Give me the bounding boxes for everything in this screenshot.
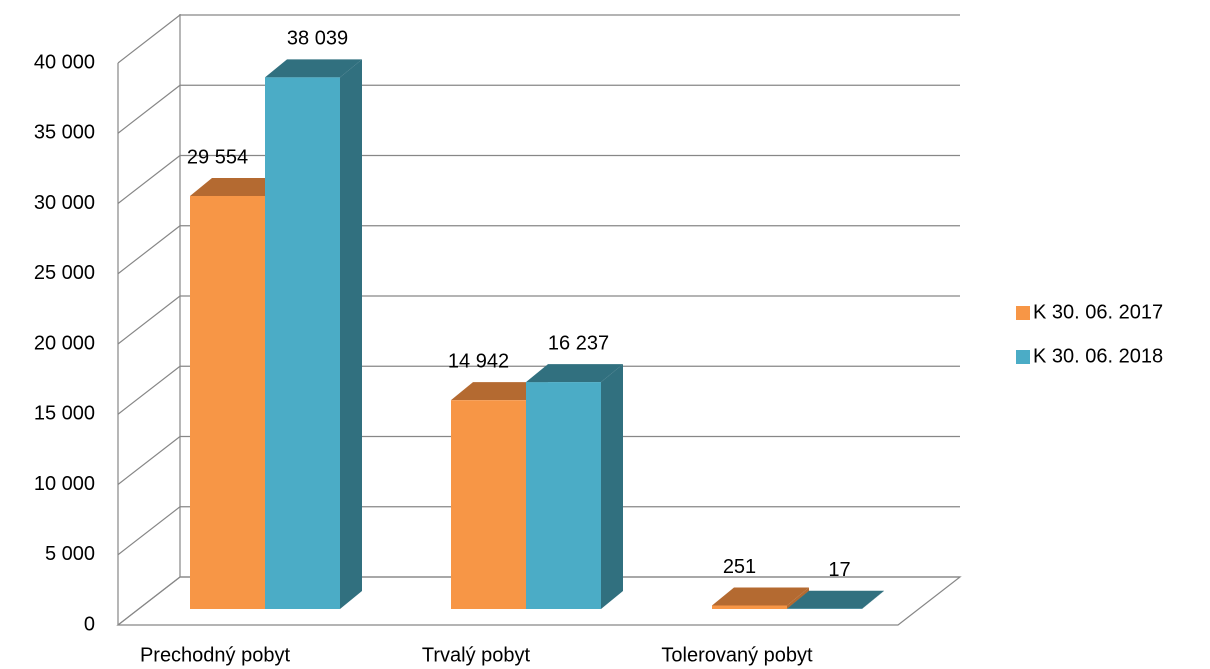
grid-line [117,435,960,485]
bar [526,382,601,609]
bar-top [265,59,362,78]
y-tick-label: 20 000 [34,332,95,354]
bar [451,400,526,609]
y-tick-label: 40 000 [34,51,95,73]
y-tick-label: 0 [84,613,95,635]
bar-side [862,590,884,609]
data-label: 14 942 [448,350,509,372]
data-label: 16 237 [548,332,609,354]
bar-top [190,177,287,196]
grid-line [117,84,960,134]
bar-top [712,587,809,606]
grid-line [117,365,960,415]
bar-top [451,382,548,401]
grid-line [117,225,960,275]
data-label: 251 [723,556,756,578]
legend-label: K 30. 06. 2017 [1033,301,1163,323]
y-tick-label: 15 000 [34,403,95,425]
y-tick-label: 30 000 [34,192,95,214]
grid-line [117,154,960,204]
grid-line [117,295,960,345]
bar [190,195,265,609]
data-label: 29 554 [187,146,248,168]
bar-side [340,59,362,610]
grid-line [117,506,960,556]
legend-swatch [1016,350,1030,364]
y-tick-label: 25 000 [34,262,95,284]
bar [712,605,787,609]
grid-line [117,14,960,64]
x-tick-label: Tolerovaný pobyt [661,644,813,666]
bar-top [526,364,623,383]
bar [265,77,340,610]
bar-top [787,590,884,609]
y-tick-label: 5 000 [45,543,95,565]
legend-label: K 30. 06. 2018 [1033,345,1163,367]
bar-side [787,587,809,609]
x-tick-label: Trvalý pobyt [422,644,531,666]
data-label: 17 [828,559,850,581]
y-tick-label: 35 000 [34,122,95,144]
data-label: 38 039 [287,28,348,50]
x-tick-label: Prechodný pobyt [140,644,291,666]
grid-line [117,576,960,626]
bar-side [601,364,623,609]
legend-swatch [1016,306,1030,320]
y-tick-label: 10 000 [34,473,95,495]
